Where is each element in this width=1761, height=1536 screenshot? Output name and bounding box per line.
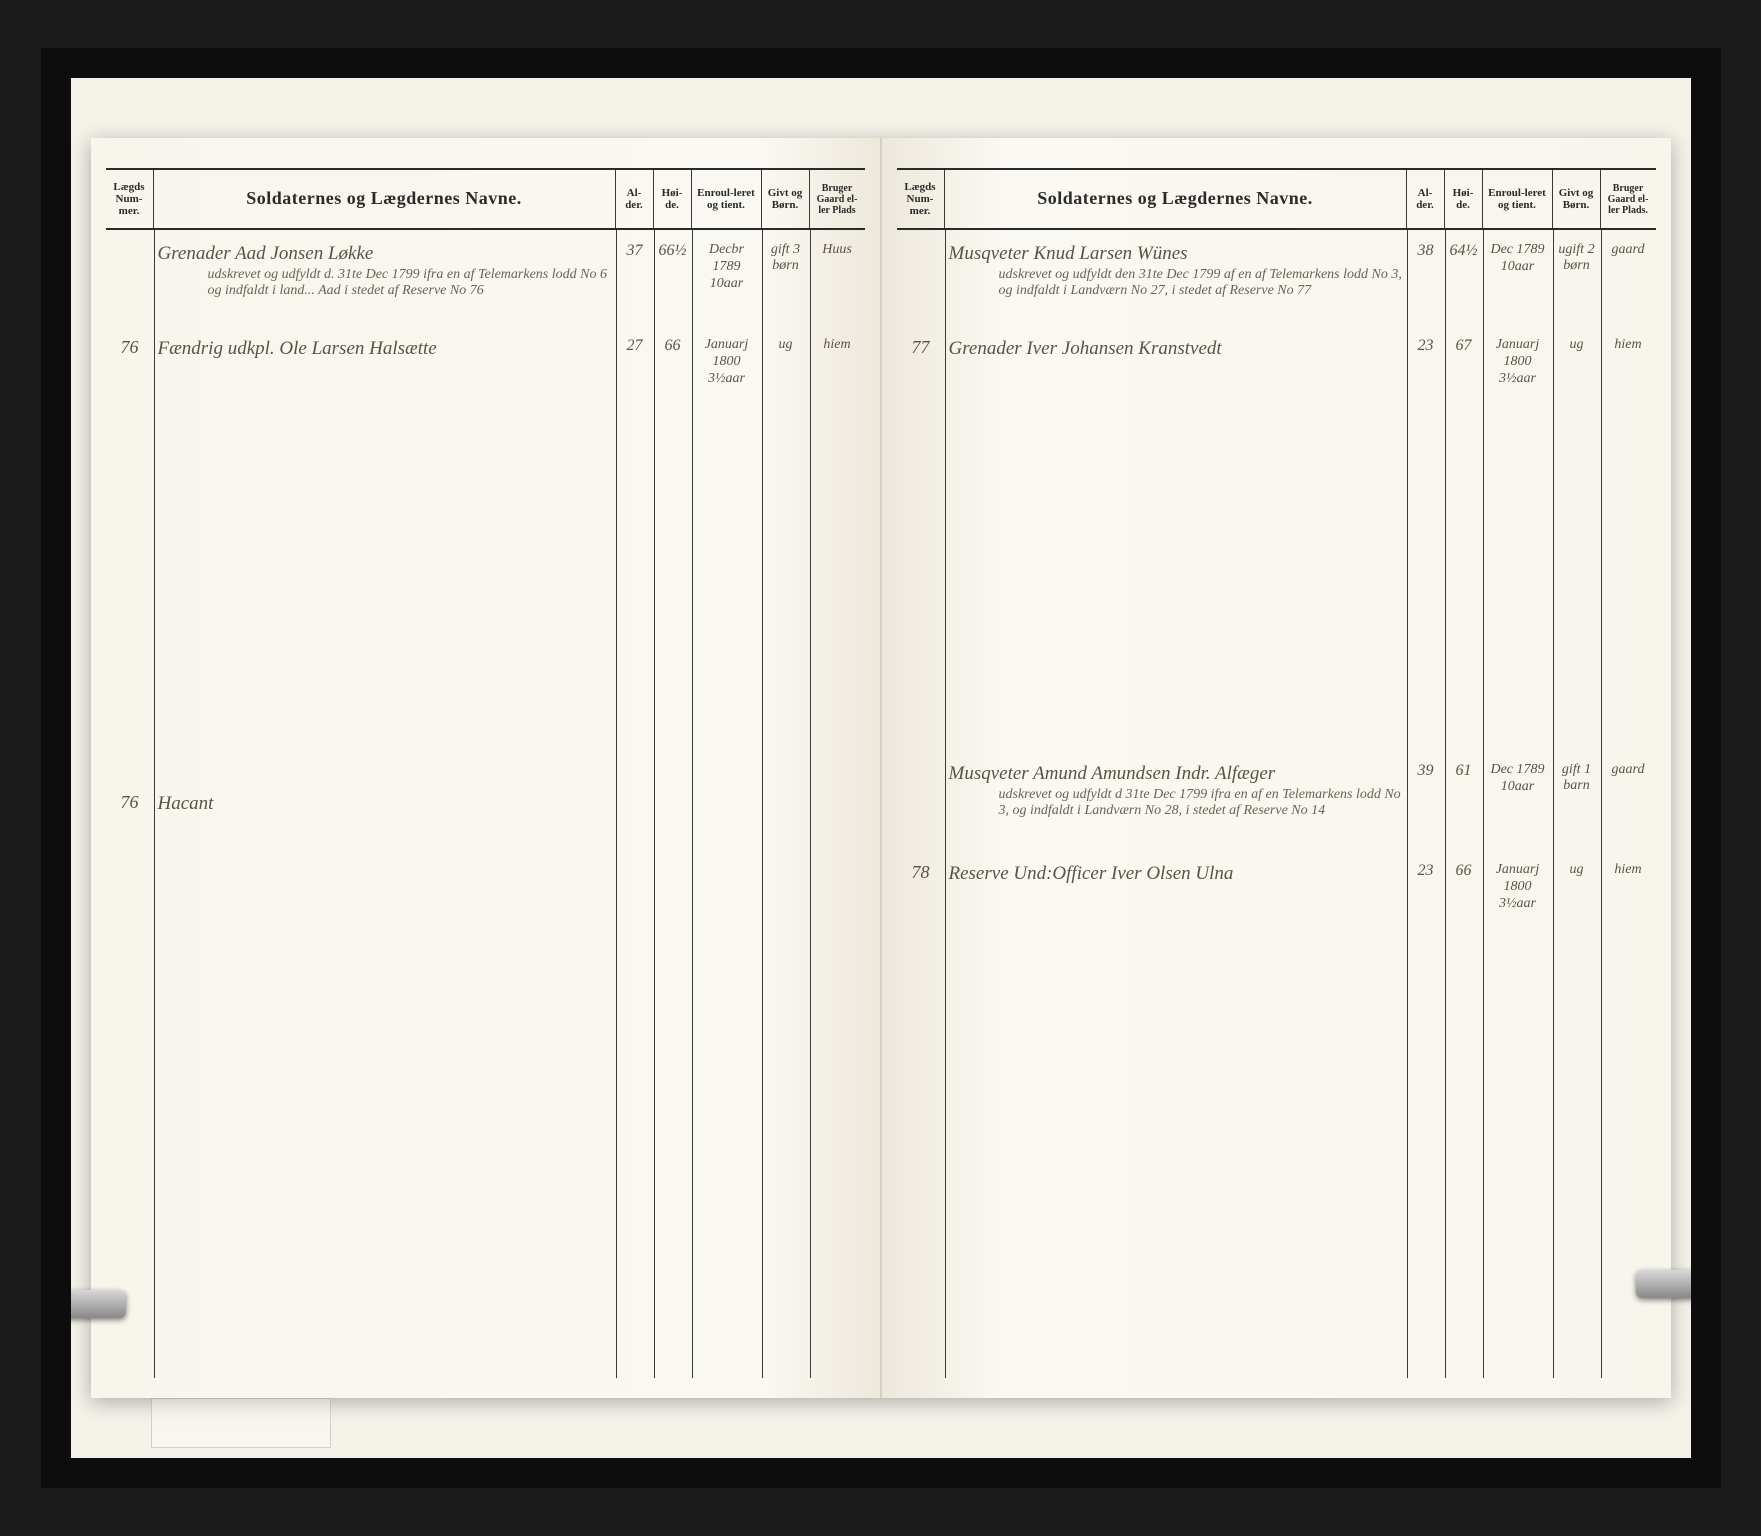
- entry-number: [897, 760, 945, 822]
- entry-enroll: [692, 790, 762, 819]
- col-header-enroll-r: Enroul-leret og tient.: [1483, 170, 1553, 228]
- entry-enroll: Januarj 1800 3½aar: [1483, 335, 1553, 389]
- entry-name-text: Hacant: [158, 792, 612, 817]
- entry-farm: gaard: [1601, 760, 1656, 822]
- entry-enroll: Januarj 1800 3½aar: [692, 335, 762, 389]
- col-header-farm-r: Bruger Gaard el-ler Plads.: [1601, 170, 1656, 228]
- entry-name: Musqveter Amund Amundsen Indr. Alfægerud…: [945, 760, 1407, 822]
- entry-number: [897, 240, 945, 302]
- entry-farm: gaard: [1601, 240, 1656, 302]
- col-header-marr-r: Givt og Børn.: [1553, 170, 1601, 228]
- entry-marriage: ug: [1553, 335, 1601, 389]
- left-table: Lægds Num-mer. Soldaternes og Lægdernes …: [106, 168, 865, 1378]
- col-header-height-r: Høi-de.: [1445, 170, 1483, 228]
- col-header-age: Al-der.: [616, 170, 654, 228]
- entry-enroll: Decbr 1789 10aar: [692, 240, 762, 302]
- col-header-num: Lægds Num-mer.: [106, 170, 154, 228]
- entry-farm: hiem: [1601, 860, 1656, 914]
- col-header-marr: Givt og Børn.: [762, 170, 810, 228]
- col-header-age-r: Al-der.: [1407, 170, 1445, 228]
- ledger-entry: 77Grenader Iver Johansen Kranstvedt2367J…: [897, 335, 1656, 389]
- entry-height: 66½: [654, 240, 692, 302]
- entry-name: Hacant: [154, 790, 616, 819]
- entry-marriage: [762, 790, 810, 819]
- entry-number: [106, 240, 154, 302]
- entry-age: [616, 790, 654, 819]
- right-binder-clip: [1636, 1270, 1691, 1298]
- left-binder-clip: [71, 1290, 126, 1318]
- entry-enroll: Dec 1789 10aar: [1483, 760, 1553, 822]
- entry-age: 38: [1407, 240, 1445, 302]
- col-header-name: Soldaternes og Lægdernes Navne.: [154, 170, 616, 228]
- entry-farm: [810, 790, 865, 819]
- right-page: Lægds Num-mer. Soldaternes og Lægdernes …: [882, 138, 1671, 1398]
- entry-subnote: udskrevet og udfyldt d 31te Dec 1799 ifr…: [949, 787, 1403, 821]
- entry-height: [654, 790, 692, 819]
- entry-age: 37: [616, 240, 654, 302]
- ledger-book: Lægds Num-mer. Soldaternes og Lægdernes …: [91, 138, 1671, 1398]
- entry-name: Grenader Aad Jonsen Løkkeudskrevet og ud…: [154, 240, 616, 302]
- scan-frame: Lægds Num-mer. Soldaternes og Lægdernes …: [41, 48, 1721, 1488]
- right-header-row: Lægds Num-mer. Soldaternes og Lægdernes …: [897, 168, 1656, 230]
- entry-name: Fændrig udkpl. Ole Larsen Halsætte: [154, 335, 616, 389]
- entry-enroll: Januarj 1800 3½aar: [1483, 860, 1553, 914]
- entry-enroll: Dec 1789 10aar: [1483, 240, 1553, 302]
- right-table: Lægds Num-mer. Soldaternes og Lægdernes …: [897, 168, 1656, 1378]
- ledger-entry: 76Fændrig udkpl. Ole Larsen Halsætte2766…: [106, 335, 865, 389]
- entry-name-text: Musqveter Knud Larsen Wünes: [949, 242, 1403, 267]
- entry-height: 67: [1445, 335, 1483, 389]
- entry-height: 64½: [1445, 240, 1483, 302]
- entry-number: 76: [106, 790, 154, 819]
- entry-age: 39: [1407, 760, 1445, 822]
- entry-name: Reserve Und:Officer Iver Olsen Ulna: [945, 860, 1407, 914]
- col-header-name-r: Soldaternes og Lægdernes Navne.: [945, 170, 1407, 228]
- ledger-entry: Musqveter Amund Amundsen Indr. Alfægerud…: [897, 760, 1656, 822]
- entry-subnote: udskrevet og udfyldt d. 31te Dec 1799 if…: [158, 267, 612, 301]
- entry-farm: hiem: [1601, 335, 1656, 389]
- entry-marriage: ugift 2 børn: [1553, 240, 1601, 302]
- entry-marriage: ug: [1553, 860, 1601, 914]
- entry-name-text: Fændrig udkpl. Ole Larsen Halsætte: [158, 337, 612, 362]
- col-header-num-r: Lægds Num-mer.: [897, 170, 945, 228]
- entry-marriage: ug: [762, 335, 810, 389]
- left-body: Grenader Aad Jonsen Løkkeudskrevet og ud…: [106, 230, 865, 1378]
- entry-farm: Huus: [810, 240, 865, 302]
- entry-marriage: gift 1 barn: [1553, 760, 1601, 822]
- entry-name: Musqveter Knud Larsen Wünesudskrevet og …: [945, 240, 1407, 302]
- col-header-enroll: Enroul-leret og tient.: [692, 170, 762, 228]
- entry-number: 76: [106, 335, 154, 389]
- entry-name: Grenader Iver Johansen Kranstvedt: [945, 335, 1407, 389]
- scan-background: Lægds Num-mer. Soldaternes og Lægdernes …: [71, 78, 1691, 1458]
- ledger-entry: Musqveter Knud Larsen Wünesudskrevet og …: [897, 240, 1656, 302]
- entry-subnote: udskrevet og udfyldt den 31te Dec 1799 a…: [949, 267, 1403, 301]
- left-page: Lægds Num-mer. Soldaternes og Lægdernes …: [91, 138, 882, 1398]
- entry-marriage: gift 3 børn: [762, 240, 810, 302]
- entry-name-text: Grenader Aad Jonsen Løkke: [158, 242, 612, 267]
- right-body: Musqveter Knud Larsen Wünesudskrevet og …: [897, 230, 1656, 1378]
- entry-farm: hiem: [810, 335, 865, 389]
- ledger-entry: Grenader Aad Jonsen Løkkeudskrevet og ud…: [106, 240, 865, 302]
- left-header-row: Lægds Num-mer. Soldaternes og Lægdernes …: [106, 168, 865, 230]
- entry-age: 23: [1407, 860, 1445, 914]
- col-header-farm: Bruger Gaard el-ler Plads: [810, 170, 865, 228]
- entry-height: 66: [654, 335, 692, 389]
- entry-height: 61: [1445, 760, 1483, 822]
- entry-number: 77: [897, 335, 945, 389]
- bottom-clip-strip: [151, 1398, 331, 1448]
- entry-number: 78: [897, 860, 945, 914]
- ledger-entry: 76Hacant: [106, 790, 865, 819]
- ledger-entry: 78Reserve Und:Officer Iver Olsen Ulna236…: [897, 860, 1656, 914]
- entry-age: 27: [616, 335, 654, 389]
- entry-name-text: Musqveter Amund Amundsen Indr. Alfæger: [949, 762, 1403, 787]
- entry-height: 66: [1445, 860, 1483, 914]
- entry-name-text: Reserve Und:Officer Iver Olsen Ulna: [949, 862, 1403, 887]
- entry-age: 23: [1407, 335, 1445, 389]
- col-header-height: Høi-de.: [654, 170, 692, 228]
- entry-name-text: Grenader Iver Johansen Kranstvedt: [949, 337, 1403, 362]
